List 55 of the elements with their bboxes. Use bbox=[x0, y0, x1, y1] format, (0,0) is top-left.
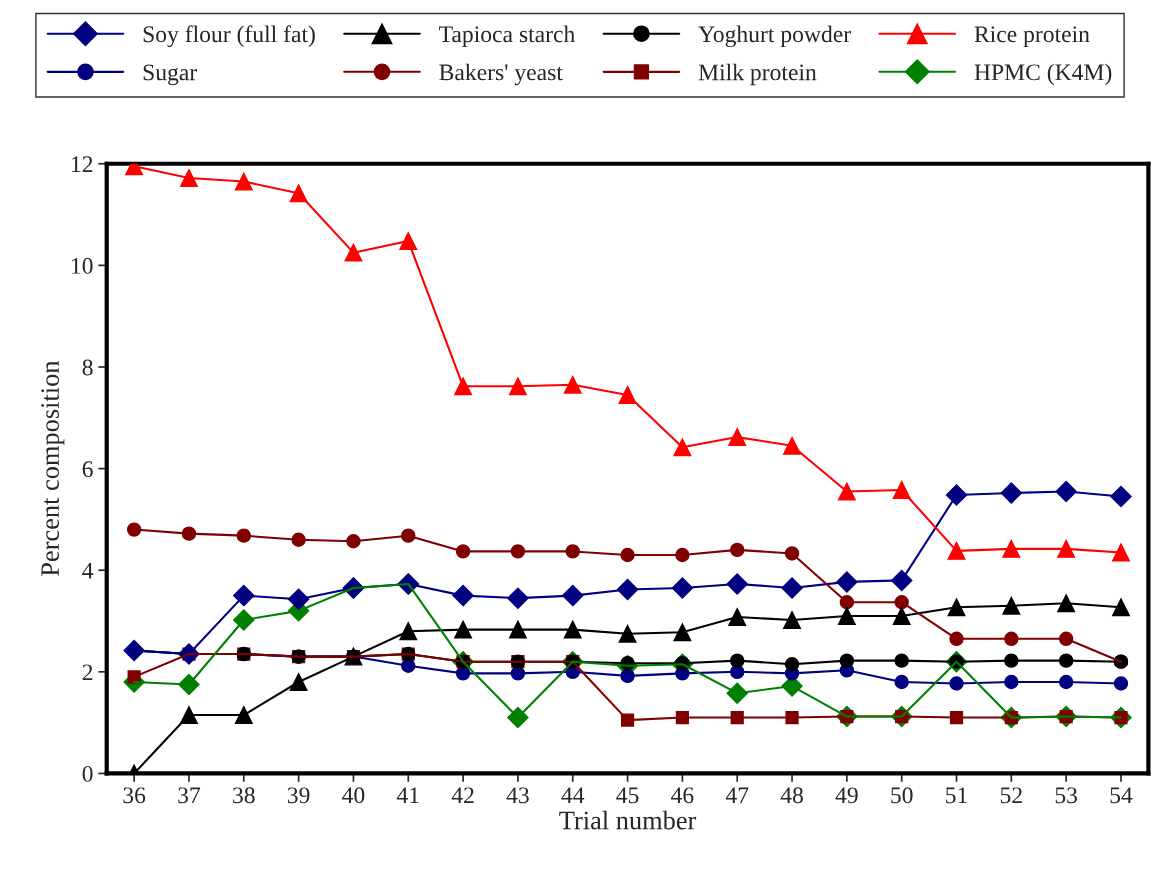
x-tick-label: 52 bbox=[1000, 787, 1022, 804]
legend-label: Milk protein bbox=[698, 63, 817, 86]
point bbox=[179, 169, 198, 187]
point bbox=[454, 620, 473, 639]
x-tick-label: 47 bbox=[725, 787, 749, 804]
x-tick-label: 45 bbox=[616, 787, 639, 804]
point bbox=[892, 606, 911, 625]
legend-label: Tapioca starch bbox=[439, 25, 575, 48]
point bbox=[563, 375, 582, 394]
x-tick-label: 43 bbox=[506, 787, 529, 804]
legend-label: Rice protein bbox=[974, 26, 1090, 48]
point bbox=[1110, 485, 1132, 508]
y-tick-label: 8 bbox=[82, 359, 93, 376]
point bbox=[1002, 539, 1021, 558]
point bbox=[947, 598, 966, 617]
x-tick-label: 40 bbox=[342, 787, 365, 804]
y-tick-label: 4 bbox=[82, 562, 94, 579]
x-tick-label: 38 bbox=[233, 787, 255, 804]
x-tick-label: 42 bbox=[451, 787, 474, 804]
y-tick-label: 0 bbox=[82, 765, 93, 782]
x-tick-label: 53 bbox=[1055, 787, 1078, 804]
x-tick-label: 37 bbox=[178, 787, 201, 804]
legend-label: Sugar bbox=[143, 64, 197, 86]
x-tick-label: 54 bbox=[1110, 787, 1133, 804]
x-tick-label: 51 bbox=[946, 787, 967, 804]
point bbox=[123, 639, 145, 662]
legend-label: Bakers' yeast bbox=[439, 63, 563, 86]
x-tick-label: 46 bbox=[671, 787, 694, 804]
point bbox=[344, 243, 363, 262]
x-tick-label: 48 bbox=[780, 787, 803, 804]
point bbox=[508, 620, 527, 639]
point bbox=[126, 522, 142, 537]
point bbox=[1002, 596, 1021, 615]
y-tick-label: 10 bbox=[71, 257, 93, 274]
legend-label: Soy flour (full fat) bbox=[143, 25, 315, 48]
point bbox=[783, 611, 801, 629]
x-tick-label: 39 bbox=[287, 787, 310, 804]
point bbox=[618, 624, 637, 643]
legend-label: Yoghurt powder bbox=[698, 25, 851, 48]
x-tick-label: 36 bbox=[123, 787, 146, 804]
point bbox=[1112, 598, 1130, 617]
point bbox=[1057, 539, 1076, 558]
y-tick-label: 12 bbox=[71, 156, 93, 172]
point bbox=[563, 620, 582, 639]
x-axis-title: Trial number bbox=[559, 810, 697, 830]
y-tick-label: 2 bbox=[82, 664, 93, 681]
y-axis-title: Percent composition bbox=[41, 360, 65, 576]
legend-label: HPMC (K4M) bbox=[974, 63, 1112, 86]
point bbox=[837, 606, 856, 625]
x-tick-label: 50 bbox=[891, 787, 913, 804]
point bbox=[947, 541, 966, 560]
x-tick-label: 49 bbox=[835, 787, 858, 804]
y-tick-label: 6 bbox=[82, 461, 93, 478]
x-tick-label: 44 bbox=[561, 787, 585, 804]
x-tick-label: 41 bbox=[396, 787, 419, 804]
